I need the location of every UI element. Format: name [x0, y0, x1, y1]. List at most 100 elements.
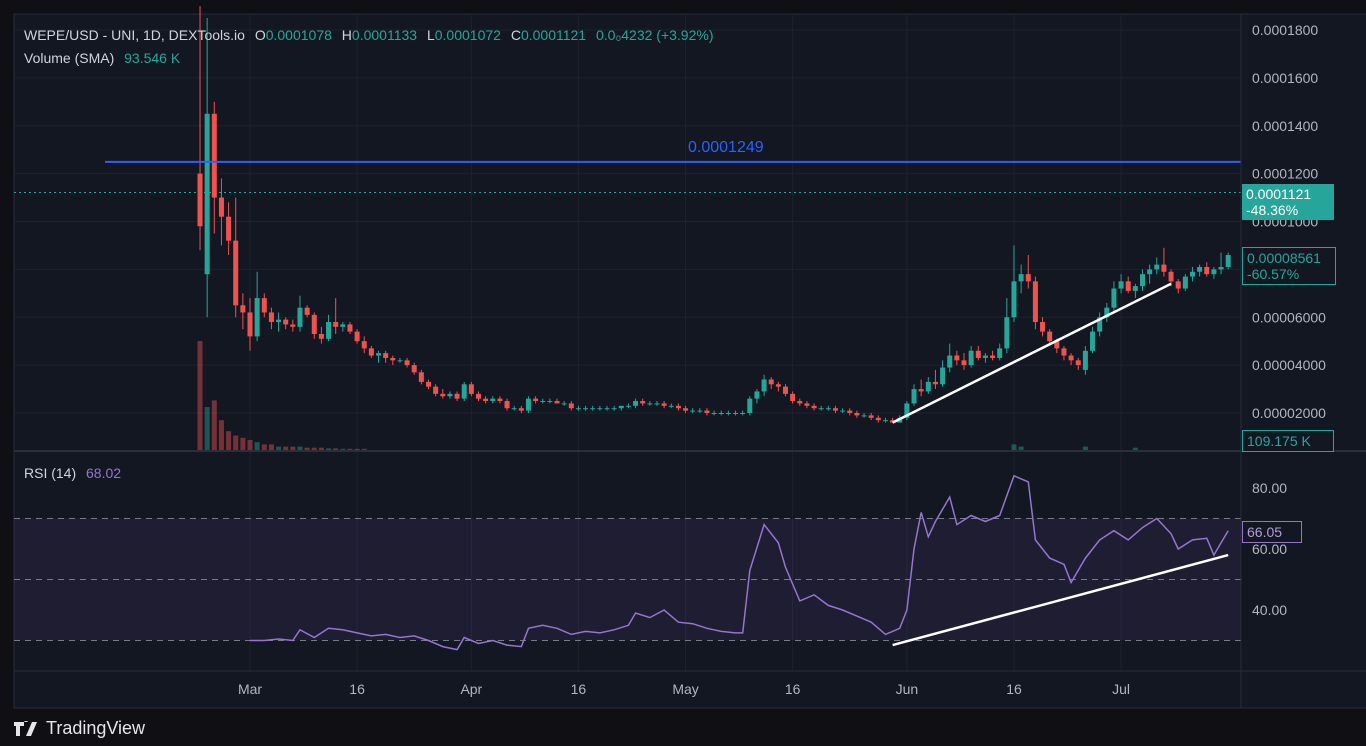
candle[interactable]: [947, 343, 953, 373]
time-axis[interactable]: Mar 16 Apr 16 May 16 Jun 16 Jul: [238, 681, 1130, 697]
candle[interactable]: [940, 360, 946, 387]
candle[interactable]: [426, 379, 431, 390]
candle[interactable]: [361, 336, 367, 354]
candle[interactable]: [1189, 266, 1195, 282]
candle[interactable]: [625, 403, 631, 409]
candle[interactable]: [1197, 264, 1203, 277]
candle[interactable]: [411, 362, 417, 375]
candle[interactable]: [418, 369, 424, 385]
candle[interactable]: [326, 314, 332, 342]
candle[interactable]: [875, 415, 881, 423]
candle[interactable]: [611, 405, 617, 411]
candle[interactable]: [1125, 276, 1131, 294]
candle[interactable]: [390, 355, 396, 366]
candle[interactable]: [226, 202, 232, 256]
candle[interactable]: [1018, 264, 1024, 294]
candle[interactable]: [718, 410, 724, 416]
candle[interactable]: [654, 401, 660, 406]
candle[interactable]: [383, 350, 389, 363]
candle[interactable]: [511, 405, 517, 411]
candle[interactable]: [747, 396, 753, 416]
candle[interactable]: [304, 305, 310, 318]
candle[interactable]: [832, 405, 838, 413]
candle[interactable]: [618, 405, 624, 411]
candle[interactable]: [904, 401, 910, 421]
candle[interactable]: [568, 401, 574, 411]
candle[interactable]: [1161, 247, 1167, 277]
candle[interactable]: [797, 398, 803, 406]
candle[interactable]: [218, 178, 224, 246]
candle[interactable]: [290, 319, 296, 332]
candle[interactable]: [204, 18, 210, 318]
candle[interactable]: [840, 408, 846, 413]
candle[interactable]: [1218, 252, 1224, 275]
candle[interactable]: [1225, 252, 1231, 270]
candle[interactable]: [1040, 317, 1046, 337]
candle[interactable]: [504, 398, 510, 411]
trendlines[interactable]: [892, 282, 1229, 647]
candle[interactable]: [1154, 257, 1160, 275]
candle[interactable]: [583, 405, 589, 411]
candle[interactable]: [497, 396, 503, 404]
candle[interactable]: [447, 391, 453, 399]
candle[interactable]: [647, 401, 653, 406]
candle[interactable]: [276, 312, 282, 332]
candle[interactable]: [790, 391, 796, 404]
candle[interactable]: [711, 410, 717, 416]
candle[interactable]: [1061, 345, 1067, 361]
candle[interactable]: [811, 403, 817, 411]
candle[interactable]: [518, 405, 524, 413]
candle[interactable]: [768, 377, 774, 390]
candle[interactable]: [247, 298, 253, 351]
candle[interactable]: [1104, 302, 1110, 323]
candle[interactable]: [261, 293, 267, 318]
candle[interactable]: [825, 405, 831, 411]
candle[interactable]: [690, 408, 696, 413]
candle[interactable]: [990, 350, 996, 361]
candle[interactable]: [354, 329, 360, 344]
candle[interactable]: [340, 322, 346, 332]
candle[interactable]: [761, 374, 767, 397]
tradingview-brand[interactable]: TradingView: [14, 718, 145, 739]
rsi-label[interactable]: RSI (14): [24, 465, 77, 481]
candles[interactable]: [197, 6, 1231, 423]
candle[interactable]: [1175, 278, 1181, 294]
symbol-label[interactable]: WEPE/USD - UNI, 1D, DEXTools.io: [24, 27, 245, 43]
candle[interactable]: [1111, 281, 1117, 313]
candle[interactable]: [783, 384, 788, 397]
candle[interactable]: [590, 405, 596, 411]
candle[interactable]: [533, 396, 539, 404]
volume-label[interactable]: Volume (SMA): [24, 50, 115, 66]
candle[interactable]: [804, 401, 810, 409]
candle[interactable]: [1132, 283, 1138, 299]
candle[interactable]: [554, 398, 560, 404]
candle[interactable]: [547, 398, 553, 404]
price-axis[interactable]: 0.000020000.000040000.000060000.00008000…: [1252, 22, 1326, 421]
candle[interactable]: [490, 396, 496, 404]
candle[interactable]: [997, 343, 1003, 361]
candle[interactable]: [1168, 269, 1174, 287]
candle[interactable]: [918, 379, 924, 397]
candle[interactable]: [333, 298, 339, 335]
candle[interactable]: [640, 398, 646, 406]
candle[interactable]: [376, 350, 382, 363]
candle[interactable]: [461, 381, 467, 402]
candle[interactable]: [847, 408, 853, 416]
candle[interactable]: [968, 345, 974, 368]
candle[interactable]: [1068, 353, 1074, 366]
candle[interactable]: [561, 401, 567, 406]
candle[interactable]: [440, 389, 446, 399]
candle[interactable]: [475, 391, 481, 402]
candle[interactable]: [1211, 266, 1217, 279]
candle[interactable]: [318, 326, 324, 344]
candle[interactable]: [725, 410, 731, 416]
candle[interactable]: [575, 405, 581, 411]
candle[interactable]: [633, 398, 639, 409]
candle[interactable]: [1182, 274, 1188, 291]
candle[interactable]: [982, 353, 988, 363]
candle[interactable]: [1082, 345, 1088, 375]
candle[interactable]: [754, 389, 760, 404]
candle[interactable]: [704, 408, 710, 416]
candle[interactable]: [483, 396, 489, 404]
